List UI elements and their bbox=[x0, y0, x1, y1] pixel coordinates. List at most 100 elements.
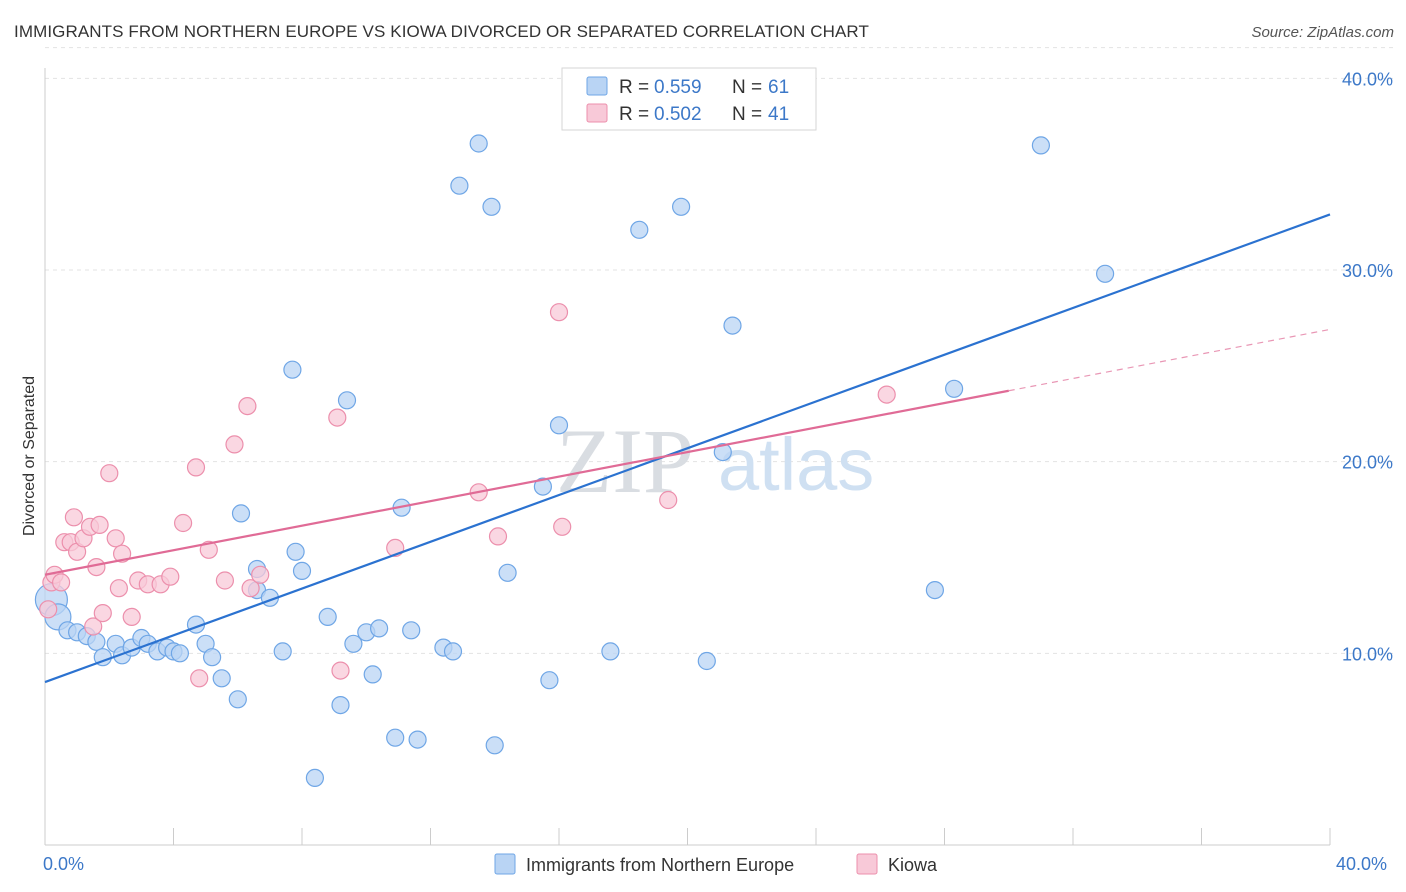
bottom-legend: Immigrants from Northern Europe Kiowa bbox=[494, 853, 938, 875]
point-kiowa-13 bbox=[93, 603, 112, 623]
point-immigrants-57 bbox=[925, 580, 945, 600]
point-immigrants-45 bbox=[482, 197, 501, 216]
point-immigrants-39 bbox=[402, 621, 421, 640]
bottom-legend-swatch-immigrants bbox=[494, 853, 516, 875]
point-immigrants-5 bbox=[87, 632, 106, 651]
legend-r-label-immigrants: R = bbox=[619, 77, 654, 98]
point-kiowa-3 bbox=[51, 573, 71, 592]
point-immigrants-26 bbox=[283, 360, 302, 379]
trend-line-kiowa bbox=[44, 389, 1009, 576]
point-kiowa-32 bbox=[328, 408, 347, 427]
point-kiowa-27 bbox=[215, 571, 234, 590]
point-immigrants-32 bbox=[337, 391, 357, 410]
legend-r-value-immigrants: 0.559 bbox=[654, 77, 702, 98]
point-immigrants-30 bbox=[318, 607, 337, 627]
point-kiowa-39 bbox=[659, 490, 678, 510]
point-immigrants-43 bbox=[450, 176, 469, 195]
point-kiowa-40 bbox=[877, 385, 896, 404]
source-label: Source: ZipAtlas.com bbox=[1251, 24, 1394, 41]
point-immigrants-36 bbox=[370, 619, 389, 638]
point-kiowa-17 bbox=[112, 544, 132, 563]
y-tick-label-2: 30.0% bbox=[1342, 261, 1393, 281]
legend: R = 0.559 N = 61 R = 0.502 N = 41 bbox=[561, 67, 817, 131]
point-immigrants-37 bbox=[386, 728, 405, 747]
point-immigrants-48 bbox=[533, 477, 553, 496]
point-kiowa-6 bbox=[64, 508, 84, 527]
point-immigrants-33 bbox=[344, 634, 363, 653]
point-immigrants-55 bbox=[713, 443, 732, 462]
bottom-legend-label-kiowa: Kiowa bbox=[888, 855, 938, 875]
point-immigrants-51 bbox=[601, 642, 620, 661]
point-kiowa-10 bbox=[84, 617, 103, 636]
point-immigrants-53 bbox=[671, 197, 691, 216]
point-kiowa-26 bbox=[199, 540, 218, 559]
legend-r-value-kiowa: 0.502 bbox=[654, 104, 702, 125]
point-kiowa-29 bbox=[238, 397, 257, 416]
point-kiowa-0 bbox=[39, 600, 58, 619]
point-immigrants-21 bbox=[231, 504, 251, 523]
y-tick-label-3: 40.0% bbox=[1342, 69, 1393, 89]
trend-lines bbox=[44, 213, 1331, 684]
point-kiowa-28 bbox=[225, 435, 244, 454]
y-tick-labels: 10.0% 20.0% 30.0% 40.0% bbox=[1342, 69, 1393, 664]
point-kiowa-38 bbox=[553, 517, 572, 536]
point-immigrants-25 bbox=[273, 642, 292, 661]
trend-line-kiowa-extension bbox=[1008, 328, 1331, 392]
point-immigrants-49 bbox=[540, 671, 559, 690]
legend-swatch-kiowa bbox=[586, 103, 608, 123]
point-immigrants-28 bbox=[292, 561, 312, 581]
chart-title: IMMIGRANTS FROM NORTHERN EUROPE VS KIOWA… bbox=[14, 22, 869, 41]
series-immigrants-points bbox=[34, 134, 1115, 788]
point-kiowa-23 bbox=[174, 513, 193, 533]
point-kiowa-16 bbox=[109, 579, 129, 598]
point-kiowa-15 bbox=[106, 529, 125, 548]
point-immigrants-50 bbox=[549, 416, 569, 435]
point-immigrants-27 bbox=[286, 542, 305, 561]
point-immigrants-52 bbox=[630, 220, 649, 239]
point-immigrants-54 bbox=[697, 651, 716, 671]
point-kiowa-18 bbox=[122, 607, 141, 627]
watermark: ZIP atlas bbox=[556, 410, 874, 512]
point-immigrants-15 bbox=[170, 644, 189, 663]
trend-line-immigrants bbox=[44, 213, 1331, 684]
point-immigrants-20 bbox=[228, 690, 247, 709]
point-kiowa-24 bbox=[186, 458, 206, 477]
point-immigrants-56 bbox=[723, 316, 742, 335]
legend-n-label-immigrants: N = bbox=[732, 77, 767, 98]
x-tick-label-max: 40.0% bbox=[1336, 854, 1387, 874]
y-tick-label-0: 10.0% bbox=[1342, 644, 1393, 664]
point-immigrants-46 bbox=[485, 736, 504, 755]
point-immigrants-19 bbox=[212, 669, 231, 688]
legend-swatch-immigrants bbox=[586, 76, 608, 96]
legend-n-label-kiowa: N = bbox=[732, 104, 767, 125]
point-immigrants-29 bbox=[305, 768, 324, 788]
x-tick-label-min: 0.0% bbox=[43, 854, 84, 874]
legend-n-value-immigrants: 61 bbox=[768, 77, 789, 98]
watermark-atlas: atlas bbox=[718, 423, 874, 506]
point-immigrants-18 bbox=[203, 648, 222, 667]
point-kiowa-12 bbox=[90, 515, 109, 535]
bottom-legend-swatch-kiowa bbox=[856, 853, 878, 875]
point-immigrants-58 bbox=[944, 379, 964, 398]
point-immigrants-44 bbox=[469, 134, 488, 153]
bottom-legend-label-immigrants: Immigrants from Northern Europe bbox=[526, 855, 794, 875]
point-immigrants-40 bbox=[408, 730, 427, 749]
point-kiowa-30 bbox=[241, 579, 260, 598]
point-immigrants-60 bbox=[1095, 264, 1115, 283]
y-axis-title: Divorced or Separated bbox=[21, 376, 38, 536]
point-immigrants-59 bbox=[1031, 136, 1051, 155]
point-kiowa-33 bbox=[331, 661, 350, 680]
point-kiowa-37 bbox=[549, 303, 569, 322]
point-kiowa-36 bbox=[488, 527, 508, 546]
point-immigrants-31 bbox=[331, 695, 350, 715]
series-kiowa-points bbox=[39, 303, 896, 688]
legend-n-value-kiowa: 41 bbox=[768, 104, 789, 125]
point-kiowa-25 bbox=[190, 669, 209, 688]
point-kiowa-31 bbox=[251, 565, 270, 584]
point-immigrants-47 bbox=[498, 563, 517, 582]
gridlines bbox=[45, 47, 1395, 654]
x-ticks bbox=[44, 828, 1331, 845]
point-kiowa-14 bbox=[100, 464, 119, 483]
legend-r-label-kiowa: R = bbox=[619, 104, 654, 125]
point-immigrants-42 bbox=[443, 642, 463, 661]
